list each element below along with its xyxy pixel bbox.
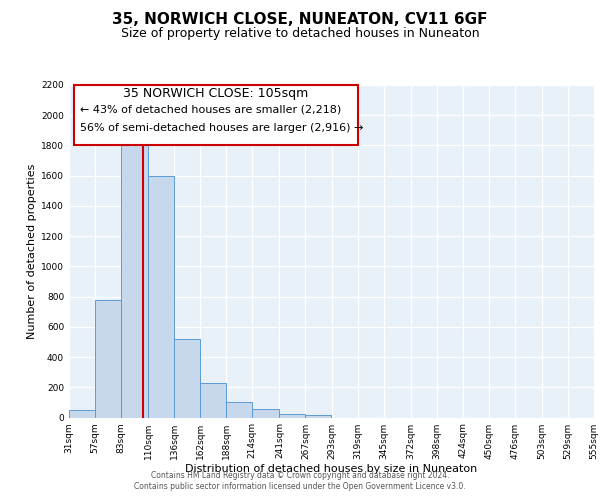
Bar: [226, 402, 253, 417]
X-axis label: Distribution of detached houses by size in Nuneaton: Distribution of detached houses by size …: [185, 464, 478, 474]
Y-axis label: Number of detached properties: Number of detached properties: [27, 164, 37, 339]
Text: 56% of semi-detached houses are larger (2,916) →: 56% of semi-detached houses are larger (…: [79, 123, 363, 133]
Bar: [280, 414, 305, 418]
Bar: [69, 410, 95, 418]
Text: 35 NORWICH CLOSE: 105sqm: 35 NORWICH CLOSE: 105sqm: [124, 86, 308, 100]
Bar: [174, 339, 200, 417]
Text: Contains public sector information licensed under the Open Government Licence v3: Contains public sector information licen…: [134, 482, 466, 491]
Text: Size of property relative to detached houses in Nuneaton: Size of property relative to detached ho…: [121, 28, 479, 40]
Text: 35, NORWICH CLOSE, NUNEATON, CV11 6GF: 35, NORWICH CLOSE, NUNEATON, CV11 6GF: [112, 12, 488, 28]
Bar: [200, 382, 226, 418]
Bar: [253, 409, 280, 418]
Bar: [148, 176, 174, 418]
Text: Contains HM Land Registry data © Crown copyright and database right 2024.: Contains HM Land Registry data © Crown c…: [151, 471, 449, 480]
Bar: [95, 300, 121, 418]
Bar: [305, 415, 331, 418]
FancyBboxPatch shape: [74, 85, 358, 145]
Bar: [121, 142, 148, 418]
Text: ← 43% of detached houses are smaller (2,218): ← 43% of detached houses are smaller (2,…: [79, 104, 341, 115]
